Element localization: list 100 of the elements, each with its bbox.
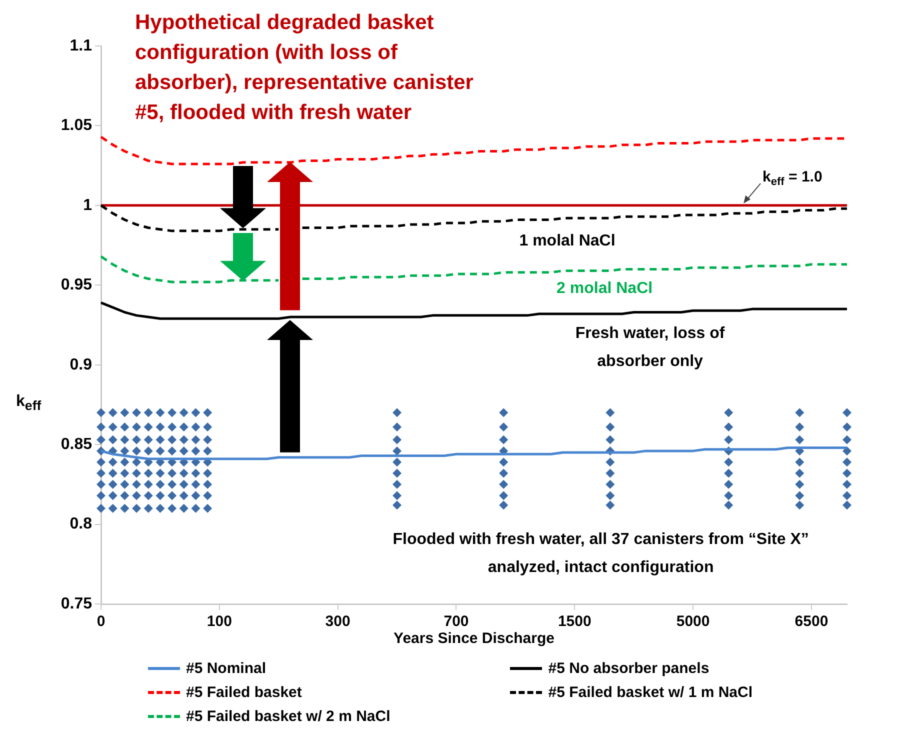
x-tick-label: 1500	[558, 613, 592, 630]
point	[795, 480, 804, 489]
point	[156, 468, 165, 478]
point	[96, 458, 106, 467]
point	[120, 435, 130, 444]
point	[179, 504, 188, 513]
point	[203, 468, 212, 478]
point	[108, 458, 118, 467]
point	[144, 446, 153, 456]
point	[179, 446, 188, 456]
x-tick-label: 0	[96, 613, 106, 630]
point	[191, 504, 200, 513]
point	[144, 422, 153, 432]
point	[842, 468, 852, 478]
point	[120, 458, 130, 467]
annotation: 1 molal NaCl	[519, 232, 616, 250]
point	[842, 435, 852, 444]
point	[842, 422, 852, 432]
y-tick-label: 0.95	[60, 276, 92, 294]
point	[168, 446, 177, 456]
y-tick-label: 0.85	[60, 436, 92, 453]
point	[191, 408, 200, 418]
point	[392, 480, 402, 489]
y-tick-label: 1	[83, 196, 92, 214]
point	[392, 446, 402, 456]
point	[606, 422, 615, 432]
point	[392, 491, 402, 500]
point	[108, 491, 118, 500]
point	[724, 468, 734, 478]
point	[392, 500, 402, 510]
point	[795, 468, 804, 478]
point	[392, 422, 402, 432]
y-tick-label: 0.9	[70, 356, 92, 374]
point	[203, 491, 212, 500]
point	[606, 480, 615, 489]
point	[96, 480, 106, 489]
point	[191, 491, 200, 500]
point	[168, 468, 177, 478]
point	[724, 435, 734, 444]
point	[144, 468, 153, 478]
x-tick-label: 5000	[676, 613, 710, 630]
point	[842, 446, 852, 456]
point	[96, 504, 106, 513]
point	[132, 468, 142, 478]
y-axis-title: k$_{eff}$	[16, 393, 42, 414]
point	[499, 435, 508, 444]
text: Hypothetical degraded basket configuration (with loss of absorber), representative canister #5, flooded with fresh water	[135, 10, 474, 126]
point	[606, 500, 615, 510]
point	[606, 491, 615, 500]
x-axis-title: Years Since Discharge	[394, 630, 554, 648]
point	[724, 422, 734, 432]
point	[132, 491, 142, 500]
point	[795, 408, 804, 418]
point	[168, 435, 177, 444]
point	[156, 446, 165, 456]
point	[168, 480, 177, 489]
y-tick-label: 1.1	[70, 37, 92, 54]
point	[168, 504, 177, 513]
point	[108, 422, 118, 432]
point	[392, 458, 402, 467]
point	[724, 458, 734, 467]
point	[144, 491, 153, 500]
x-tick-label: 300	[325, 613, 350, 630]
point	[724, 480, 734, 489]
point	[842, 491, 852, 500]
point	[203, 446, 212, 456]
point	[168, 422, 177, 432]
point	[392, 468, 402, 478]
point	[144, 480, 153, 489]
point	[203, 435, 212, 444]
point	[724, 500, 734, 510]
point	[156, 422, 165, 432]
point	[132, 435, 142, 444]
point	[606, 468, 615, 478]
point	[179, 435, 188, 444]
point	[156, 480, 165, 489]
point	[144, 435, 153, 444]
point	[203, 480, 212, 489]
point	[120, 422, 130, 432]
x-tick-label: 700	[444, 613, 469, 630]
point	[96, 491, 106, 500]
point	[842, 480, 852, 489]
point	[132, 504, 142, 513]
point	[132, 446, 142, 456]
point	[203, 504, 212, 513]
point	[795, 435, 804, 444]
point	[392, 408, 402, 418]
annotation: 2 molal NaCl	[556, 280, 653, 298]
point	[156, 491, 165, 500]
point	[795, 500, 804, 510]
point	[179, 491, 188, 500]
point	[96, 435, 106, 444]
point	[132, 480, 142, 489]
point	[108, 435, 118, 444]
annotation: Fresh water, loss of absorber only	[575, 324, 726, 370]
y-tick-label: 0.75	[60, 595, 92, 612]
point	[795, 458, 804, 467]
point	[96, 468, 106, 478]
point	[179, 468, 188, 478]
y-tick-label: 1.05	[60, 117, 92, 134]
